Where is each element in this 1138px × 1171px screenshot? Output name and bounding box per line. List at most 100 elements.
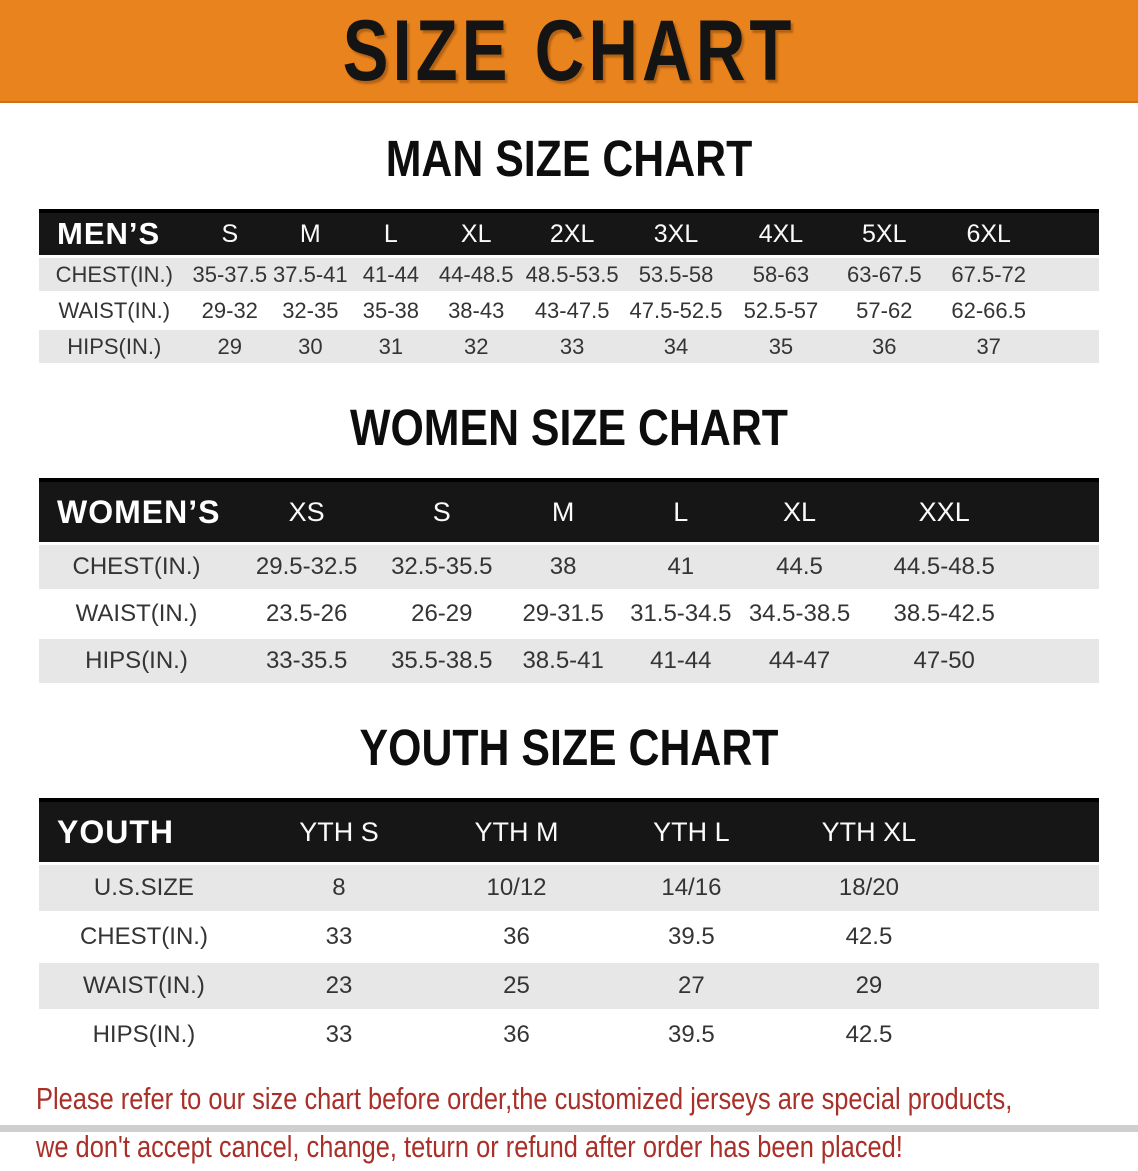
size-value: 44.5	[739, 542, 860, 592]
row-label: CHEST(IN.)	[39, 542, 235, 592]
size-value: 8	[248, 862, 430, 914]
size-value	[1041, 292, 1099, 330]
size-value	[959, 1010, 1099, 1061]
size-value: 38.5-41	[504, 637, 622, 686]
table-corner-label: MEN’S	[39, 209, 190, 257]
size-value: 39.5	[603, 912, 779, 963]
size-column-header	[959, 798, 1099, 864]
size-column-header	[1029, 478, 1099, 544]
size-table: YOUTH YTH S YTH M YTH L YTH XL U.S.SIZE 8 10/1…	[39, 798, 1099, 1061]
size-value: 29-32	[189, 292, 271, 330]
size-value	[1029, 542, 1099, 592]
size-value: 29.5-32.5	[234, 542, 380, 592]
sections: MAN SIZE CHART MEN’S S M L XL 2XL 3XL 4XL 5XL 6XL…	[0, 133, 1138, 1061]
banner: SIZE CHART	[0, 0, 1138, 103]
size-value: 44-47	[739, 637, 860, 686]
table-row: CHEST(IN.) 33 36 39.5 42.5	[39, 912, 1099, 963]
size-column-header: YTH S	[248, 798, 430, 864]
size-value: 25	[429, 961, 604, 1012]
table-corner-label: WOMEN’S	[39, 478, 235, 544]
size-value: 38.5-42.5	[859, 590, 1029, 639]
size-column-header: L	[621, 478, 740, 544]
size-value: 33	[248, 912, 430, 963]
size-column-header: YTH L	[603, 798, 779, 864]
size-value: 37	[935, 328, 1042, 366]
size-value: 53.5-58	[623, 255, 729, 294]
size-value	[1041, 328, 1099, 366]
chart-section: YOUTH SIZE CHART YOUTH YTH S YTH M YTH L YTH…	[0, 722, 1138, 1061]
size-value: 37.5-41	[270, 255, 351, 294]
row-label: HIPS(IN.)	[39, 328, 190, 366]
size-column-header: L	[350, 209, 432, 257]
size-value: 32	[431, 328, 522, 366]
size-column-header: 2XL	[521, 209, 623, 257]
chart-section: WOMEN SIZE CHART WOMEN’S XS S M L XL XXL CHEST…	[0, 402, 1138, 686]
section-title: YOUTH SIZE CHART	[359, 719, 779, 776]
size-value: 33	[248, 1010, 430, 1061]
size-column-header	[1041, 209, 1099, 257]
section-title: MAN SIZE CHART	[385, 130, 753, 187]
size-value: 47-50	[859, 637, 1029, 686]
table-row: HIPS(IN.) 33 36 39.5 42.5	[39, 1010, 1099, 1061]
size-value: 35	[729, 328, 833, 366]
table-row: HIPS(IN.) 33-35.5 35.5-38.5 38.5-41 41-44 44-…	[39, 637, 1099, 686]
row-label: WAIST(IN.)	[39, 590, 235, 639]
size-value	[959, 961, 1099, 1012]
size-value: 33-35.5	[234, 637, 380, 686]
size-value: 52.5-57	[729, 292, 833, 330]
size-value: 23	[248, 961, 430, 1012]
size-value: 14/16	[603, 862, 779, 914]
size-column-header: S	[379, 478, 505, 544]
size-value: 57-62	[832, 292, 936, 330]
row-label: CHEST(IN.)	[39, 255, 190, 294]
size-value: 35.5-38.5	[379, 637, 505, 686]
size-column-header: XXL	[859, 478, 1029, 544]
section-title: WOMEN SIZE CHART	[350, 399, 788, 456]
size-column-header: M	[504, 478, 622, 544]
size-value: 29	[189, 328, 271, 366]
size-value: 58-63	[729, 255, 833, 294]
size-value: 44-48.5	[431, 255, 522, 294]
size-value: 35-38	[350, 292, 432, 330]
size-value: 30	[270, 328, 351, 366]
bottom-strip	[0, 1125, 1138, 1132]
table-header-row: MEN’S S M L XL 2XL 3XL 4XL 5XL 6XL	[39, 209, 1099, 257]
row-label: WAIST(IN.)	[39, 292, 190, 330]
size-value	[1029, 637, 1099, 686]
size-value	[959, 862, 1099, 914]
size-column-header: 6XL	[935, 209, 1042, 257]
size-value: 39.5	[603, 1010, 779, 1061]
size-value: 26-29	[379, 590, 505, 639]
chart-section: MAN SIZE CHART MEN’S S M L XL 2XL 3XL 4XL 5XL 6XL…	[0, 133, 1138, 366]
notice-line-1: Please refer to our size chart before or…	[36, 1081, 1013, 1116]
table-row: U.S.SIZE 8 10/12 14/16 18/20	[39, 862, 1099, 914]
size-value: 29-31.5	[504, 590, 622, 639]
size-value: 38-43	[431, 292, 522, 330]
size-value: 43-47.5	[521, 292, 623, 330]
table-row: WAIST(IN.) 29-32 32-35 35-38 38-43 43-47.5 47.…	[39, 292, 1099, 330]
size-value	[1041, 255, 1099, 294]
size-column-header: XS	[234, 478, 380, 544]
size-value: 41-44	[621, 637, 740, 686]
size-value: 36	[429, 912, 604, 963]
table-row: CHEST(IN.) 35-37.5 37.5-41 41-44 44-48.5 48.5…	[39, 255, 1099, 294]
row-label: CHEST(IN.)	[39, 912, 249, 963]
size-value: 32-35	[270, 292, 351, 330]
size-value: 48.5-53.5	[521, 255, 623, 294]
size-value	[959, 912, 1099, 963]
size-value: 44.5-48.5	[859, 542, 1029, 592]
size-column-header: S	[189, 209, 271, 257]
size-value: 10/12	[429, 862, 604, 914]
table-corner-label: YOUTH	[39, 798, 249, 864]
size-value: 42.5	[778, 1010, 960, 1061]
banner-title: SIZE CHART	[342, 2, 796, 99]
size-value: 36	[832, 328, 936, 366]
size-value: 67.5-72	[935, 255, 1042, 294]
table-header-row: WOMEN’S XS S M L XL XXL	[39, 478, 1099, 544]
size-value: 41-44	[350, 255, 432, 294]
size-value: 42.5	[778, 912, 960, 963]
size-value: 62-66.5	[935, 292, 1042, 330]
table-row: WAIST(IN.) 23 25 27 29	[39, 961, 1099, 1012]
size-value: 34	[623, 328, 729, 366]
